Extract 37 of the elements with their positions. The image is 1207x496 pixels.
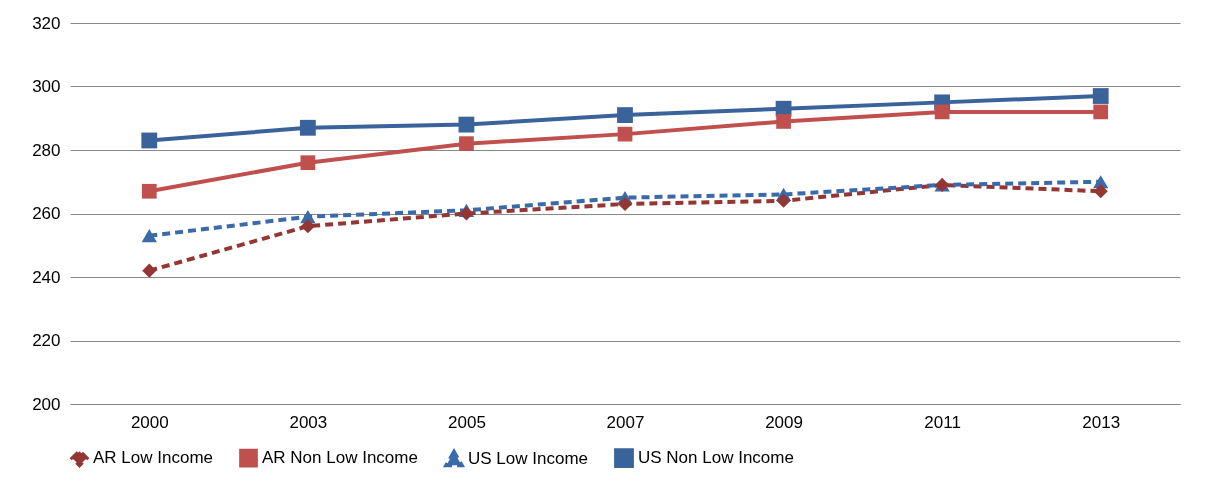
point [458,116,475,133]
y-tick-label: 300 [32,77,61,96]
point [142,263,157,278]
point [776,193,791,208]
point [459,136,474,152]
point [300,155,316,171]
point [141,132,158,149]
legend-label: US Non Low Income [638,448,794,468]
x-tick-label: 2011 [924,412,961,432]
point [776,114,791,129]
point [1093,184,1108,199]
y-tick-label: 320 [32,13,61,33]
legend-label: AR Low Income [93,448,213,468]
point [617,126,633,142]
point [300,219,315,234]
x-tick-label: 2005 [448,412,486,432]
point [1092,88,1109,104]
point [299,119,316,136]
y-tick-label: 200 [32,394,61,414]
y-tick-label: 280 [32,140,61,160]
x-tick-label: 2013 [1082,412,1121,432]
y-tick-label: 240 [32,267,61,287]
x-tick-label: 2003 [289,412,328,432]
y-tick-label: 220 [32,331,61,350]
point [141,183,157,199]
point [141,229,157,243]
x-tick-label: 2000 [130,412,169,432]
x-tick-label: 2009 [765,412,803,432]
y-tick-label: 260 [32,204,61,223]
x-tick-label: 2007 [606,412,645,432]
point [1093,104,1109,120]
point [459,206,474,221]
legend-label: US Low Income [468,448,588,468]
point [617,107,633,123]
legend-label: AR Non Low Income [262,448,418,468]
point [617,196,633,212]
point [934,104,950,120]
